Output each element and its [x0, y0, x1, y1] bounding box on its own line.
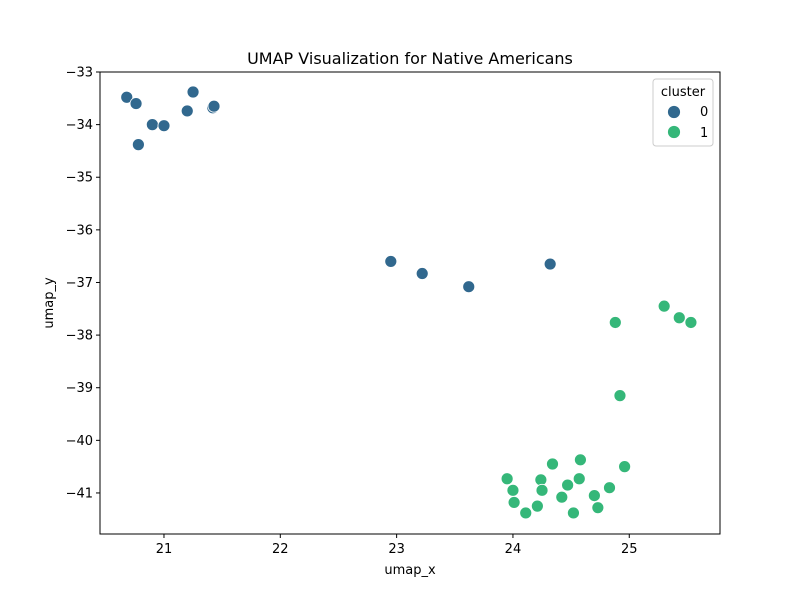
- scatter-point-cluster-0: [120, 90, 134, 104]
- y-tick-label: −34: [66, 118, 93, 133]
- scatter-point-cluster-1: [500, 472, 514, 486]
- scatter-point-cluster-1: [535, 483, 549, 497]
- x-axis-label: umap_x: [384, 563, 436, 578]
- legend-marker-0: [667, 105, 681, 119]
- scatter-point-cluster-1: [555, 490, 569, 504]
- legend-label-1: 1: [700, 126, 708, 141]
- scatter-point-cluster-1: [613, 389, 627, 403]
- scatter-point-cluster-1: [519, 506, 533, 520]
- scatter-point-cluster-1: [561, 478, 575, 492]
- y-tick-label: −41: [66, 486, 93, 501]
- x-tick-label: 23: [388, 542, 405, 557]
- legend-title: cluster: [661, 85, 706, 100]
- scatter-point-cluster-1: [603, 481, 616, 495]
- data-points: [120, 85, 698, 520]
- scatter-point-cluster-1: [587, 489, 601, 502]
- scatter-point-cluster-0: [543, 257, 557, 271]
- scatter-point-cluster-1: [608, 316, 622, 329]
- scatter-point-cluster-0: [415, 267, 429, 280]
- scatter-point-cluster-1: [657, 299, 671, 313]
- x-tick-label: 21: [156, 542, 173, 557]
- y-tick-label: −39: [66, 381, 93, 396]
- scatter-point-cluster-1: [530, 499, 544, 513]
- x-tick-label: 25: [621, 542, 638, 557]
- y-tick-label: −40: [66, 434, 93, 449]
- y-tick-label: −35: [66, 171, 93, 186]
- scatter-point-cluster-0: [207, 99, 221, 113]
- y-tick-label: −38: [66, 329, 93, 344]
- y-tick-label: −37: [66, 276, 93, 291]
- y-tick-label: −36: [66, 223, 93, 238]
- legend: cluster 0 1: [652, 78, 714, 147]
- scatter-point-cluster-0: [129, 97, 143, 110]
- scatter-point-cluster-1: [572, 472, 586, 486]
- x-tick-label: 22: [272, 542, 289, 557]
- scatter-point-cluster-0: [462, 280, 476, 294]
- chart-title: UMAP Visualization for Native Americans: [247, 49, 573, 68]
- plot-frame: [99, 71, 721, 535]
- scatter-point-cluster-1: [506, 483, 520, 497]
- scatter-point-cluster-0: [131, 138, 145, 152]
- legend-label-0: 0: [700, 105, 708, 120]
- scatter-point-cluster-0: [180, 104, 194, 118]
- scatter-point-cluster-0: [157, 119, 171, 133]
- x-axis: 21 22 23 24 25: [156, 534, 638, 557]
- y-axis: −33 −34 −35 −36 −37 −38 −39 −40 −41: [66, 66, 100, 501]
- y-axis-label: umap_y: [42, 277, 57, 329]
- scatter-point-cluster-1: [534, 473, 548, 487]
- scatter-point-cluster-1: [546, 457, 559, 471]
- scatter-point-cluster-1: [567, 506, 580, 520]
- scatter-point-cluster-0: [384, 255, 398, 268]
- legend-marker-1: [667, 125, 681, 139]
- scatter-point-cluster-0: [186, 85, 200, 99]
- scatter-point-cluster-1: [672, 311, 686, 325]
- scatter-point-cluster-1: [574, 453, 587, 467]
- scatter-point-cluster-0: [145, 118, 159, 132]
- x-tick-label: 24: [505, 542, 522, 557]
- scatter-point-cluster-1: [591, 501, 605, 515]
- scatter-point-cluster-1: [684, 316, 698, 329]
- scatter-point-cluster-1: [618, 460, 632, 474]
- scatter-point-cluster-1: [507, 496, 521, 509]
- y-tick-label: −33: [66, 66, 93, 81]
